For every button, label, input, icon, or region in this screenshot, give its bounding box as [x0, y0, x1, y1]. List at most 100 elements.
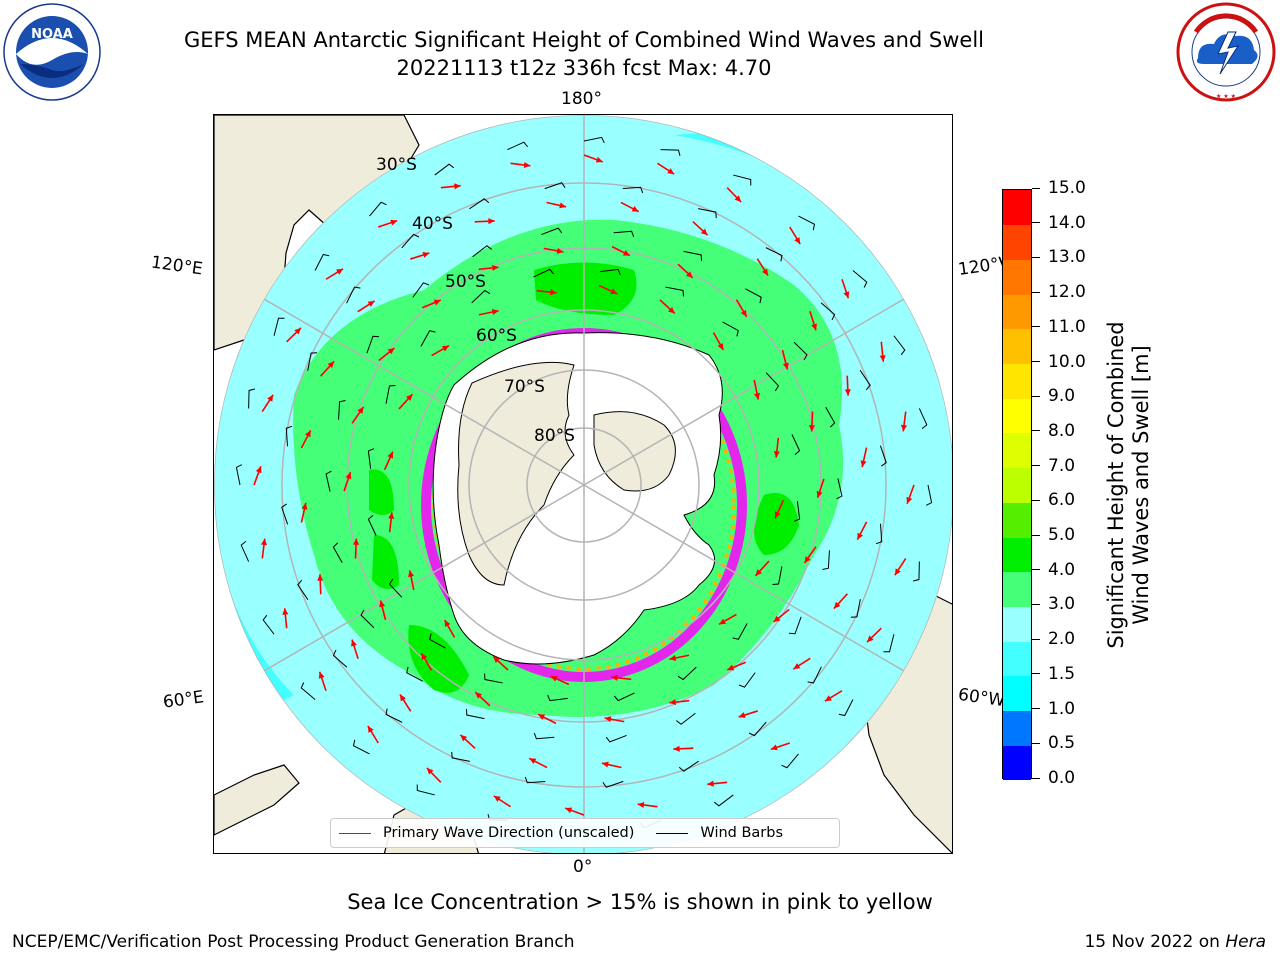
wind-barb [507, 141, 529, 151]
colorbar-tick: 0.5 [1032, 733, 1075, 753]
wind-barb [836, 478, 843, 500]
wind-barb [300, 682, 316, 700]
west-antarctica-land [593, 411, 676, 492]
wave-arrowhead [357, 406, 364, 414]
wave-band-4-5m-patch3 [369, 469, 394, 515]
noaa-logo: NOAA [3, 3, 101, 101]
wave-arrowhead [317, 574, 324, 581]
wave-arrowhead [538, 714, 546, 720]
wind-barb [471, 289, 491, 304]
lat-label-40s: 40°S [412, 214, 453, 234]
wave-arrowhead [399, 694, 406, 702]
legend-swatch-wave [339, 832, 371, 834]
wave-arrowhead [475, 692, 483, 699]
wind-barb [793, 341, 808, 361]
wind-barb [332, 542, 343, 564]
wind-barb [893, 335, 906, 356]
wave-arrowhead [595, 156, 603, 163]
wind-barb [879, 445, 887, 467]
wave-arrowhead [879, 355, 886, 362]
wave-arrowhead [794, 237, 801, 245]
colorbar-segment [1003, 224, 1031, 260]
primary-wave-arrows [253, 154, 915, 816]
wind-barb [281, 503, 289, 525]
colorbar-segment [1003, 190, 1031, 226]
footer-date: 15 Nov 2022 on Hera [1084, 932, 1266, 952]
colorbar-segment [1003, 398, 1031, 434]
wave-arrowhead [669, 655, 677, 661]
wave-arrowhead [491, 309, 499, 315]
wind-barb [850, 599, 861, 618]
wave-arrowhead [260, 538, 268, 546]
wave-arrowhead [637, 801, 645, 809]
wave-arrowhead [406, 394, 413, 401]
wave-band-4-5m-patch1 [534, 262, 637, 315]
wave-arrowhead [667, 168, 675, 175]
wave-arrowhead [622, 250, 630, 256]
colorbar-segment [1003, 432, 1031, 469]
wind-barb [825, 406, 836, 428]
wind-barb [765, 247, 783, 262]
lon-label-0: 0° [573, 857, 593, 877]
wind-barb [677, 666, 697, 681]
wave-arrowhead [754, 392, 760, 400]
legend-swatch-barbs [656, 832, 689, 834]
wave-arrowhead [811, 323, 817, 331]
wind-barb [469, 198, 490, 210]
colorbar-label-line2: Wind Waves and Swell [m] [1129, 345, 1153, 625]
wave-arrowhead [345, 472, 352, 480]
wave-arrowhead [388, 512, 395, 519]
colorbar-segment [1003, 294, 1031, 330]
wind-barb [602, 780, 624, 788]
wind-barb [622, 186, 644, 194]
wave-arrowhead [336, 268, 344, 275]
wind-barb [883, 634, 895, 653]
wave-arrowhead [727, 664, 735, 671]
wind-barb [338, 400, 346, 420]
legend-item-wave-direction: Primary Wave Direction (unscaled) [339, 825, 634, 841]
wind-barb [352, 739, 370, 755]
wind-barb [765, 372, 780, 392]
wave-arrowhead [700, 228, 708, 236]
lon-label-60e: 60°E [161, 687, 206, 713]
wave-arrowhead [267, 394, 274, 402]
nws-logo: ★ ★ ★ [1176, 2, 1276, 102]
wind-barb [660, 149, 681, 157]
legend-label-barbs: Wind Barbs [700, 825, 784, 841]
wave-arrowhead [387, 347, 395, 355]
wave-arrowhead [318, 671, 325, 679]
chart-subtitle: 20221113 t12z 336h fcst Max: 4.70 [396, 56, 772, 80]
wave-arrowhead [740, 309, 747, 317]
graticule [214, 115, 952, 853]
wind-barb [434, 163, 455, 176]
wind-barb [406, 666, 423, 682]
chart-title: GEFS MEAN Antarctic Significant Height o… [183, 28, 985, 52]
lat-label-80s: 80°S [534, 426, 575, 446]
colorbar-segment [1003, 710, 1031, 746]
wave-arrowhead [844, 389, 851, 396]
wave-arrowhead [610, 288, 618, 295]
colorbar-label: Significant Height of Combined Wind Wave… [1104, 275, 1154, 695]
colorbar-tick: 12.0 [1032, 282, 1086, 302]
wind-barb [683, 250, 703, 261]
wind-barb [722, 321, 739, 337]
wind-barb [332, 649, 348, 668]
wave-arrowhead [367, 725, 374, 733]
wave-band-4-5m-patch2 [754, 493, 799, 555]
colorbar-tick: 4.0 [1032, 560, 1075, 580]
colorbar-tick: 15.0 [1032, 178, 1086, 198]
wave-arrowhead [857, 532, 863, 540]
wind-barb [367, 448, 375, 469]
wind-barb [748, 721, 767, 737]
wave-arrowhead [900, 424, 908, 432]
lon-label-120e: 120°E [149, 252, 204, 280]
wind-barb [807, 666, 822, 684]
wave-band-4-5m-patch4 [372, 535, 399, 589]
wind-barb [859, 370, 871, 391]
wave-arrowhead [717, 342, 724, 350]
wind-barb [745, 288, 762, 304]
wave-arrowhead [550, 289, 557, 296]
colorbar-tick: 13.0 [1032, 247, 1086, 267]
colorbar-segment [1003, 641, 1031, 677]
wind-barb [820, 302, 836, 321]
